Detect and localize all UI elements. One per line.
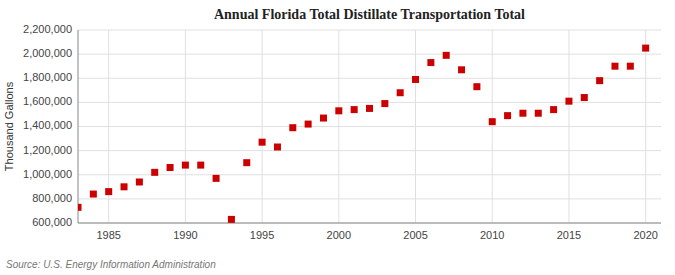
point: [105, 188, 112, 195]
point: [489, 118, 496, 125]
point: [167, 164, 174, 171]
y-tick-label: 2,000,000: [23, 47, 72, 59]
point: [243, 159, 250, 166]
x-grid-line: [568, 30, 569, 223]
y-tick-label: 2,200,000: [23, 23, 72, 35]
x-tick-label: 1990: [173, 229, 197, 241]
y-grid-line: [78, 174, 661, 175]
point: [611, 63, 618, 70]
y-grid-line: [78, 54, 661, 55]
point: [274, 144, 281, 151]
point: [535, 110, 542, 117]
y-tick-label: 1,400,000: [23, 119, 72, 131]
x-grid-line: [338, 30, 339, 223]
y-tick-label: 800,000: [32, 192, 72, 204]
x-grid-line: [415, 30, 416, 223]
point: [412, 76, 419, 83]
point: [458, 66, 465, 73]
point: [596, 77, 603, 84]
x-tick-label: 1985: [96, 229, 120, 241]
point: [335, 107, 342, 114]
point: [136, 178, 143, 185]
x-axis-line: [78, 223, 661, 224]
chart: 600,000 800,000 1,000,000 1,200,000 1,400,00…: [0, 0, 675, 275]
point: [504, 112, 511, 119]
point: [289, 124, 296, 131]
x-tick-label: 1995: [250, 229, 274, 241]
y-tick-label: 1,600,000: [23, 95, 72, 107]
x-grid-line: [185, 30, 186, 223]
point: [78, 204, 82, 211]
point: [121, 183, 128, 190]
y-tick-label: 1,200,000: [23, 144, 72, 156]
y-axis-line: [78, 30, 79, 223]
x-tick-label: 2020: [633, 229, 657, 241]
point: [627, 63, 634, 70]
point: [151, 169, 158, 176]
point: [565, 98, 572, 105]
x-grid-line: [645, 30, 646, 223]
x-grid-line: [492, 30, 493, 223]
y-grid-line: [78, 78, 661, 79]
point: [642, 45, 649, 52]
title: Annual Florida Total Distillate Transpor…: [214, 7, 525, 22]
x-tick-label: 2010: [480, 229, 504, 241]
x-grid-line: [262, 30, 263, 223]
y-axis-label: Thousand Gallons: [3, 81, 15, 171]
point: [427, 59, 434, 66]
x-tick-label: 2015: [557, 229, 581, 241]
x-tick-label: 2000: [327, 229, 351, 241]
y-grid-line: [78, 126, 661, 127]
point: [90, 191, 97, 198]
y-tick-label: 1,000,000: [23, 168, 72, 180]
point: [197, 162, 204, 169]
y-grid-line: [78, 223, 661, 224]
point: [397, 89, 404, 96]
source-note: Source: U.S. Energy Information Administ…: [6, 259, 216, 270]
point: [381, 100, 388, 107]
grid: [78, 30, 661, 223]
point: [519, 110, 526, 117]
y-tick-label: 1,800,000: [23, 71, 72, 83]
point: [581, 94, 588, 101]
point: [366, 105, 373, 112]
point: [550, 106, 557, 113]
x-tick-labels: 1985 1990 1995 2000 2005 2010 2015 2020: [96, 229, 657, 241]
y-grid-line: [78, 102, 661, 103]
y-grid-line: [78, 30, 661, 31]
point: [351, 106, 358, 113]
point: [320, 115, 327, 122]
x-tick-label: 2005: [403, 229, 427, 241]
point: [305, 121, 312, 128]
point: [473, 83, 480, 90]
point: [213, 175, 220, 182]
y-tick-labels: 600,000 800,000 1,000,000 1,200,000 1,400,00…: [23, 23, 72, 228]
point: [443, 52, 450, 59]
point: [228, 216, 235, 223]
y-grid-line: [78, 150, 661, 151]
point: [182, 162, 189, 169]
point: [259, 139, 266, 146]
y-grid-line: [78, 198, 661, 199]
y-tick-label: 600,000: [32, 216, 72, 228]
points: [78, 45, 649, 223]
